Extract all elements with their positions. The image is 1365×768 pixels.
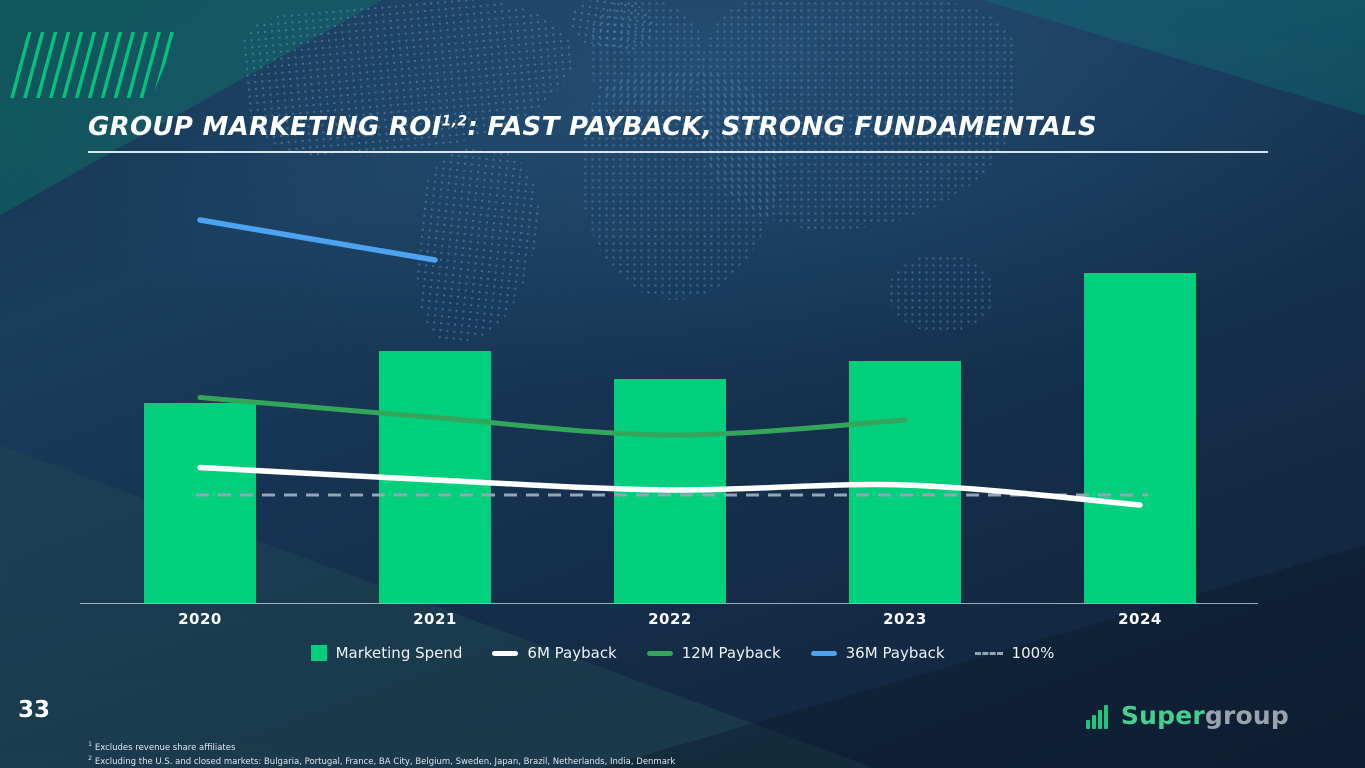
x-axis-label-2023: 2023: [883, 610, 927, 628]
x-axis-labels: 2020 2021 2022 2023 2024: [0, 610, 1365, 634]
supergroup-logo: Supergroup: [1085, 701, 1289, 730]
legend-label: 36M Payback: [845, 644, 945, 662]
x-axis-label-2024: 2024: [1118, 610, 1162, 628]
legend-item-100pct: 100%: [974, 644, 1055, 662]
footnote-1: 1 Excludes revenue share affiliates: [88, 740, 236, 753]
x-axis-label-2020: 2020: [178, 610, 222, 628]
page-title: GROUP MARKETING ROI1,2: FAST PAYBACK, ST…: [88, 112, 1097, 142]
x-axis-label-2022: 2022: [648, 610, 692, 628]
legend-item-12m-payback: 12M Payback: [646, 644, 781, 662]
title-suffix: : FAST PAYBACK, STRONG FUNDAMENTALS: [467, 112, 1097, 142]
footnote-2: 2 Excluding the U.S. and closed markets:…: [88, 754, 676, 768]
legend-marker-dashed-line-icon: [974, 651, 1003, 655]
legend-label: Marketing Spend: [335, 644, 463, 662]
legend-marker-bar-swatch-icon: [310, 645, 327, 661]
page-number: 33: [18, 697, 51, 723]
title-prefix: GROUP MARKETING ROI: [88, 112, 442, 142]
title-superscript: 1,2: [441, 113, 468, 130]
footnotes: 1 Excludes revenue share affiliates 2 Ex…: [88, 739, 675, 768]
legend-marker-white-line-icon: [492, 650, 519, 656]
legend-marker-green-line-icon: [646, 650, 673, 656]
legend-marker-blue-line-icon: [810, 650, 837, 656]
legend-item-marketing-spend: Marketing Spend: [310, 644, 463, 662]
green-hatch-decoration: [2, 32, 178, 98]
legend-label: 100%: [1011, 644, 1055, 662]
logo-bars-icon: [1085, 704, 1108, 729]
legend-label: 6M Payback: [527, 644, 617, 662]
legend-item-36m-payback: 36M Payback: [810, 644, 945, 662]
title-underline: [88, 151, 1268, 153]
logo-text: Supergroup: [1120, 701, 1289, 730]
x-axis-label-2021: 2021: [413, 610, 457, 628]
legend-label: 12M Payback: [681, 644, 781, 662]
chart-legend: Marketing Spend 6M Payback 12M Payback 3…: [0, 644, 1365, 662]
legend-item-6m-payback: 6M Payback: [492, 644, 617, 662]
